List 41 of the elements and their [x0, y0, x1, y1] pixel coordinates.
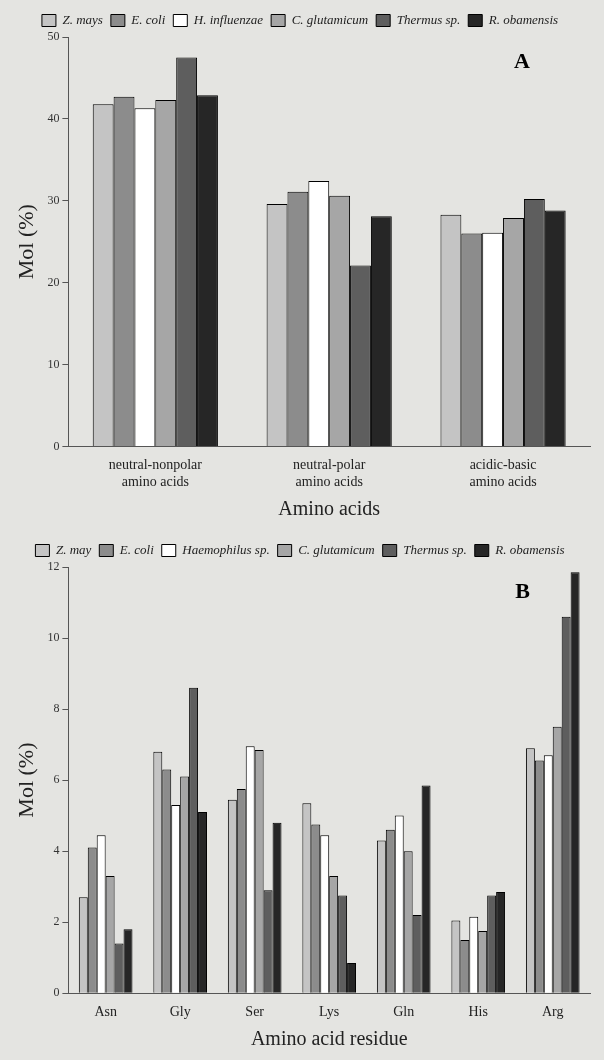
x-tick-label: Arg [541, 1004, 564, 1020]
x-tick-label: Lys [319, 1004, 340, 1020]
legend-label: R. obamensis [487, 11, 559, 27]
x-axis-title: Amino acids [278, 497, 381, 520]
x-tick-label: Gly [169, 1004, 191, 1020]
y-tick-label: 0 [53, 438, 60, 453]
x-tick-label: Asn [94, 1004, 117, 1020]
x-tick-label: acidic-basic amino acids [469, 457, 537, 490]
y-tick-label: 0 [53, 985, 60, 1000]
y-tick-label: 8 [53, 701, 60, 716]
legend-label: Z. may [55, 541, 92, 557]
y-tick-label: 20 [47, 274, 60, 289]
x-tick-label: His [468, 1004, 488, 1020]
legend-label: E. coli [130, 11, 166, 27]
legend-label: Thermus sp. [396, 11, 461, 27]
y-tick-label: 50 [47, 29, 60, 44]
legend-label: E. coli [118, 541, 155, 557]
y-tick-label: 2 [53, 914, 60, 929]
legend-label: Haemophilus sp. [181, 541, 270, 557]
x-axis-title: Amino acid residue [250, 1027, 408, 1050]
y-tick-label: 12 [47, 559, 60, 574]
x-tick-label: Gln [393, 1004, 415, 1020]
y-axis-title: Mol (%) [12, 742, 38, 818]
legend-label: Z. mays [62, 11, 103, 27]
legend-label: Thermus sp. [403, 541, 467, 557]
y-tick-label: 6 [53, 772, 60, 787]
y-axis-title: Mol (%) [12, 204, 38, 280]
x-tick-label: neutral-polar amino acids [293, 457, 366, 490]
legend-label: H. influenzae [192, 11, 264, 27]
annotation: B [515, 577, 531, 603]
y-tick-label: 10 [47, 356, 60, 371]
x-tick-label: neutral-nonpolar amino acids [108, 457, 203, 490]
legend-label: C. glutamicum [291, 11, 369, 27]
x-tick-label: Ser [245, 1004, 265, 1020]
legend-label: R. obamensis [494, 541, 565, 557]
y-tick-label: 30 [47, 192, 60, 207]
y-tick-label: 40 [47, 111, 60, 126]
annotation: A [514, 47, 531, 73]
legend-label: C. glutamicum [298, 541, 375, 557]
y-tick-label: 10 [47, 630, 60, 645]
y-tick-label: 4 [53, 843, 60, 858]
